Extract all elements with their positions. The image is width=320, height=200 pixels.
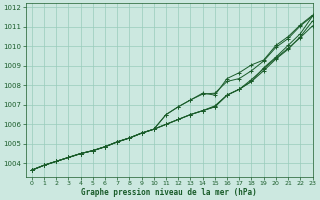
- X-axis label: Graphe pression niveau de la mer (hPa): Graphe pression niveau de la mer (hPa): [81, 188, 257, 197]
